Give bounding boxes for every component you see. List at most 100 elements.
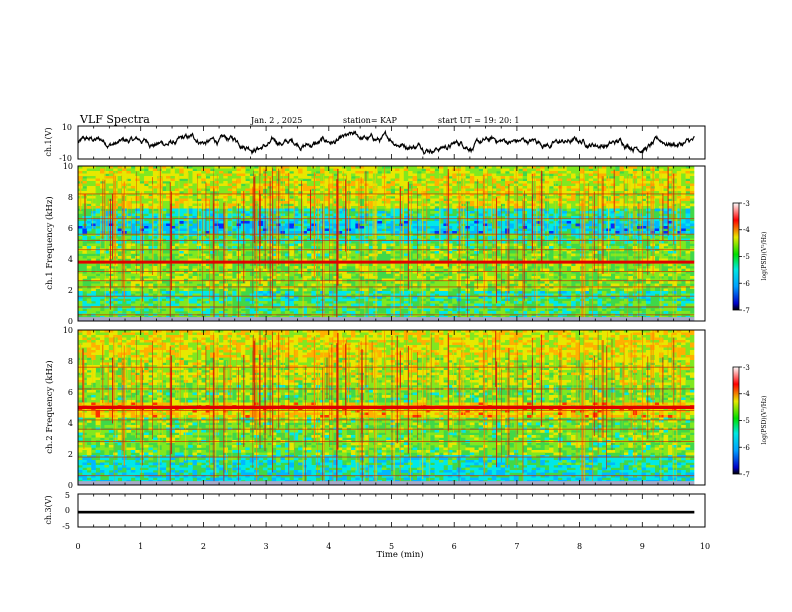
spectrogram-cell: [249, 191, 255, 194]
spectrogram-cell: [553, 216, 559, 219]
spectrogram-cell: [394, 173, 400, 177]
spectrogram-cell: [95, 223, 101, 227]
spectrogram-cell: [527, 178, 532, 182]
spectrogram-cell: [350, 208, 356, 212]
spectrogram-cell: [144, 198, 149, 202]
spectrogram-cell: [483, 178, 488, 182]
spectrogram-cell: [223, 251, 228, 254]
spectrogram-cell: [174, 208, 180, 212]
spectrogram-cell: [342, 178, 347, 182]
spectrogram-cell: [201, 196, 206, 199]
spectrogram-cell: [328, 183, 334, 187]
spectrogram-cell: [610, 228, 616, 232]
spectrogram-cell: [192, 178, 198, 182]
spectrogram-cell: [663, 211, 669, 214]
spectrogram-cell: [188, 191, 193, 194]
spectrogram-cell: [324, 198, 330, 202]
spectrogram-cell: [593, 218, 598, 222]
spectrogram-cell: [430, 236, 435, 239]
spectrogram-cell: [659, 271, 664, 274]
spectrogram-cell: [302, 183, 308, 187]
spectrogram-cell: [593, 178, 598, 182]
spectrogram-cell: [196, 223, 202, 227]
spectrogram-cell: [491, 271, 497, 274]
spectrogram-cell: [108, 241, 114, 244]
spectrogram-cell: [478, 271, 484, 274]
spectrogram-cell: [430, 278, 435, 282]
spectrogram-cell: [218, 276, 224, 279]
spectrogram-cell: [95, 241, 101, 244]
spectrogram-cell: [192, 213, 198, 217]
spectrogram-cell: [623, 228, 629, 232]
spectrogram-cell: [566, 188, 572, 192]
spectrogram-cell: [689, 228, 695, 232]
spectrogram-cell: [597, 203, 603, 207]
spectrogram-cell: [394, 206, 400, 209]
spectrogram-cell: [108, 218, 114, 222]
spectrogram-cell: [386, 208, 391, 212]
spectrogram-cell: [130, 258, 136, 262]
spectrogram-cell: [240, 276, 246, 279]
spectrogram-cell: [601, 168, 607, 172]
spectrogram-cell: [540, 263, 545, 267]
spectrogram-cell: [227, 206, 233, 209]
spectrogram-cell: [439, 188, 444, 192]
spectrogram-cell: [271, 246, 277, 249]
spectrogram-cell: [676, 228, 682, 232]
spectrogram-cell: [320, 176, 325, 179]
spectrogram-cell: [218, 218, 224, 222]
spectrogram-cell: [223, 191, 228, 194]
spectrogram-cell: [315, 181, 321, 184]
spectrogram-cell: [355, 183, 361, 187]
ch1-tick-marks: [77, 126, 706, 159]
spectrogram-cell: [324, 258, 330, 262]
spectrogram-cell: [201, 233, 206, 237]
spectrogram-cell: [461, 171, 466, 174]
spectrogram-cell: [236, 268, 242, 272]
spectrogram-cell: [227, 276, 233, 279]
spectrogram-cell: [588, 176, 594, 179]
spectrogram-cell: [139, 236, 145, 239]
spectrogram-cell: [328, 201, 334, 204]
spectrogram-cell: [126, 228, 132, 232]
spectrogram-cell: [430, 201, 435, 204]
spectrogram-cell: [386, 238, 391, 242]
spectrogram-cell: [663, 171, 669, 174]
spectrogram-cell: [276, 278, 281, 282]
spectrogram-cell: [108, 176, 114, 179]
spectrogram-cell: [232, 213, 237, 217]
spectrogram-cell: [214, 203, 220, 207]
spectrogram-cell: [205, 171, 211, 174]
spectrogram-cell: [584, 228, 589, 232]
spectrogram-cell: [478, 171, 484, 174]
spectrogram-cell: [667, 251, 673, 254]
spectrogram-cell: [232, 246, 237, 249]
spectrogram-cell: [232, 278, 237, 282]
spectrogram-cell: [421, 193, 427, 197]
spectrogram-cell: [86, 173, 92, 177]
spectrogram-cell: [284, 171, 290, 174]
spectrogram-cell: [346, 178, 352, 182]
spectrogram-cell: [394, 246, 400, 249]
spectrogram-cell: [302, 193, 308, 197]
spectrogram-cell: [399, 206, 405, 209]
spectrogram-cell: [328, 178, 334, 182]
spectrogram-cell: [628, 228, 633, 232]
spectrogram-cell: [249, 201, 255, 204]
spectrogram-cell: [654, 221, 660, 224]
spectrogram-cell: [170, 176, 176, 179]
spectrogram-cell: [619, 231, 625, 234]
spectrogram-cell: [681, 198, 686, 202]
spectrogram-cell: [218, 263, 224, 267]
spectrogram-cell: [637, 191, 642, 194]
spectrogram-cell: [500, 181, 506, 184]
spectrogram-cell: [601, 243, 607, 247]
spectrogram-cell: [571, 228, 576, 232]
spectrogram-cell: [685, 231, 691, 234]
spectrogram-cell: [364, 203, 369, 207]
spectrogram-cell: [306, 281, 312, 284]
spectrogram-cell: [416, 203, 422, 207]
spectrogram-cell: [86, 216, 92, 219]
spectrogram-cell: [359, 191, 365, 194]
spectrogram-cell: [245, 263, 250, 267]
